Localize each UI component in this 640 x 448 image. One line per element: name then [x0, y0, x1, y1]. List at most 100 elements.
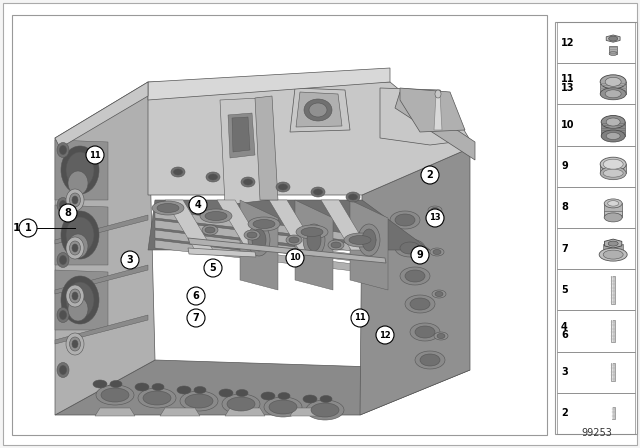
Polygon shape: [604, 211, 622, 215]
Ellipse shape: [68, 171, 88, 195]
Ellipse shape: [405, 295, 435, 313]
Polygon shape: [188, 248, 256, 257]
Text: 4
6: 4 6: [561, 322, 568, 340]
Circle shape: [351, 309, 369, 327]
Ellipse shape: [60, 255, 67, 264]
Bar: [601, 122, 625, 136]
Ellipse shape: [309, 103, 327, 117]
Ellipse shape: [70, 337, 81, 351]
Ellipse shape: [400, 242, 420, 254]
Circle shape: [376, 326, 394, 344]
Polygon shape: [160, 408, 200, 416]
Polygon shape: [55, 82, 148, 148]
Ellipse shape: [278, 184, 287, 190]
Ellipse shape: [236, 389, 248, 396]
Ellipse shape: [143, 391, 171, 405]
Polygon shape: [290, 88, 350, 132]
Ellipse shape: [431, 207, 439, 212]
Polygon shape: [232, 117, 250, 152]
Polygon shape: [217, 200, 265, 250]
Circle shape: [59, 204, 77, 222]
Ellipse shape: [410, 323, 440, 341]
Ellipse shape: [269, 400, 297, 414]
Ellipse shape: [400, 267, 430, 285]
Ellipse shape: [311, 187, 325, 197]
Polygon shape: [55, 215, 148, 244]
Ellipse shape: [70, 289, 81, 303]
Ellipse shape: [600, 157, 626, 171]
Ellipse shape: [152, 383, 164, 391]
Polygon shape: [165, 200, 213, 250]
Polygon shape: [269, 200, 317, 250]
Ellipse shape: [57, 362, 69, 378]
Ellipse shape: [209, 174, 218, 180]
Ellipse shape: [434, 332, 448, 340]
Circle shape: [187, 287, 205, 305]
Ellipse shape: [286, 235, 302, 245]
Ellipse shape: [66, 333, 84, 355]
Ellipse shape: [138, 388, 176, 408]
Ellipse shape: [57, 142, 69, 158]
Ellipse shape: [415, 326, 435, 338]
Polygon shape: [95, 408, 135, 416]
Polygon shape: [148, 200, 430, 250]
Ellipse shape: [206, 172, 220, 182]
Ellipse shape: [349, 194, 358, 200]
Polygon shape: [155, 240, 362, 272]
Circle shape: [189, 196, 207, 214]
Text: 10: 10: [289, 254, 301, 263]
Polygon shape: [55, 140, 108, 200]
Bar: [611, 320, 615, 342]
Ellipse shape: [194, 387, 206, 393]
Text: 3: 3: [561, 367, 568, 377]
Ellipse shape: [349, 236, 371, 245]
Ellipse shape: [205, 227, 215, 233]
Polygon shape: [296, 92, 342, 127]
Ellipse shape: [61, 211, 99, 259]
Ellipse shape: [252, 229, 266, 251]
Ellipse shape: [60, 146, 67, 155]
Ellipse shape: [157, 203, 179, 212]
Ellipse shape: [72, 196, 78, 204]
Polygon shape: [350, 200, 388, 290]
Ellipse shape: [243, 179, 253, 185]
Ellipse shape: [420, 354, 440, 366]
Ellipse shape: [405, 270, 425, 282]
Bar: [612, 320, 613, 342]
Polygon shape: [55, 265, 148, 294]
Ellipse shape: [66, 282, 94, 318]
Ellipse shape: [390, 211, 420, 229]
Ellipse shape: [604, 199, 622, 208]
Ellipse shape: [241, 177, 255, 187]
Circle shape: [187, 309, 205, 327]
Text: 7: 7: [561, 244, 568, 254]
Ellipse shape: [60, 366, 67, 375]
Ellipse shape: [296, 225, 328, 239]
Ellipse shape: [278, 392, 290, 400]
Text: 11: 11: [89, 151, 101, 159]
Text: 10: 10: [561, 120, 575, 130]
Text: 6: 6: [193, 291, 200, 301]
Polygon shape: [155, 210, 362, 242]
Bar: [557, 63, 635, 104]
Bar: [12, 15, 547, 435]
Ellipse shape: [303, 395, 317, 403]
Text: 12: 12: [561, 38, 575, 47]
Ellipse shape: [433, 250, 441, 254]
Ellipse shape: [435, 292, 443, 297]
Ellipse shape: [180, 391, 218, 411]
Ellipse shape: [248, 224, 270, 256]
Ellipse shape: [101, 388, 129, 402]
Ellipse shape: [395, 239, 425, 257]
Bar: [612, 276, 613, 304]
Circle shape: [204, 259, 222, 277]
Bar: [600, 164, 626, 173]
Ellipse shape: [61, 276, 99, 324]
Ellipse shape: [307, 229, 321, 251]
Polygon shape: [321, 200, 369, 250]
Bar: [557, 352, 635, 393]
Ellipse shape: [607, 201, 619, 206]
Ellipse shape: [72, 244, 78, 252]
Bar: [557, 146, 635, 187]
Polygon shape: [55, 82, 155, 415]
